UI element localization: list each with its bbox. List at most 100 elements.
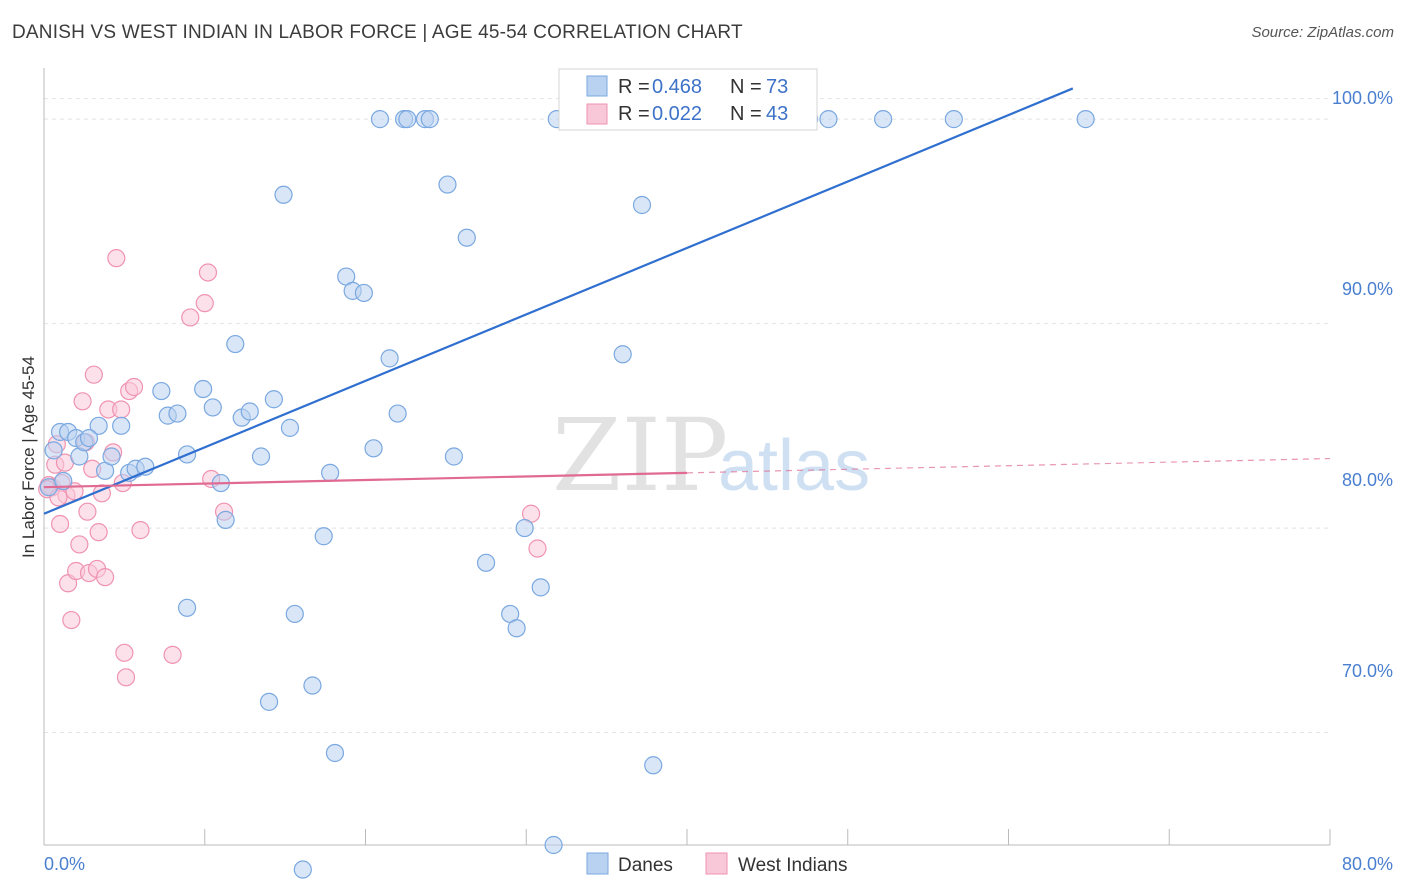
west-indians-point (95, 568, 115, 587)
danes-point (280, 418, 300, 437)
x-tick-label-max: 80.0% (1342, 854, 1393, 874)
west-indians-point (73, 392, 92, 411)
danes-point (44, 441, 63, 460)
west-indians-point (50, 514, 70, 534)
danes-r-label: R = (618, 76, 650, 98)
danes-point (819, 110, 838, 129)
x-tick-label-min: 0.0% (44, 854, 85, 874)
danes-point (944, 110, 963, 129)
west-indians-point (62, 610, 81, 630)
west-indians-point (131, 521, 150, 540)
danes-point (194, 379, 213, 399)
chart-title: DANISH VS WEST INDIAN IN LABOR FORCE | A… (12, 22, 743, 43)
danes-point (1076, 110, 1095, 129)
danes-point (285, 604, 304, 624)
danes-point (531, 578, 550, 597)
danes-point (380, 349, 399, 368)
danes-point (152, 381, 171, 401)
west-indians-point (78, 502, 97, 521)
danes-points (39, 110, 1095, 879)
y-tick-label-80: 80.0% (1342, 470, 1393, 490)
danes-point (515, 518, 534, 538)
watermark-atlas: atlas (718, 426, 870, 506)
danes-point (79, 428, 99, 448)
west-indians-point (115, 643, 134, 662)
west-indians-bottom-swatch (705, 852, 728, 875)
danes-point (354, 283, 373, 303)
danes-point (303, 676, 322, 695)
west-indians-point (89, 523, 108, 542)
danes-point (168, 404, 187, 423)
west-indians-point (84, 365, 103, 384)
danes-point (177, 598, 197, 617)
stats-legend: R = 0.468 N = 73 R = 0.022 N = 43 (558, 68, 818, 131)
danes-point (314, 527, 333, 546)
danes-point (544, 835, 563, 855)
source-label: Source: ZipAtlas.com (1251, 24, 1394, 41)
west-indians-point (112, 400, 131, 419)
west-indians-trend-extension (686, 457, 1331, 474)
west-indians-bottom-label: West Indians (738, 855, 847, 876)
west-indians-point (124, 377, 144, 397)
west-indians-r-label: R = (618, 103, 650, 125)
danes-bottom-label: Danes (618, 855, 673, 876)
west-indians-legend-swatch (586, 103, 608, 125)
west-indians-point (181, 308, 200, 327)
danes-point (216, 510, 235, 529)
danes-point (364, 439, 383, 458)
danes-point (54, 471, 73, 491)
danes-point (274, 185, 293, 204)
y-tick-label-90: 90.0% (1342, 279, 1393, 299)
y-tick-label-70: 70.0% (1342, 661, 1393, 681)
danes-point (370, 110, 390, 129)
danes-point (240, 402, 259, 421)
danes-point (444, 447, 464, 466)
danes-point (457, 228, 476, 247)
danes-point (613, 345, 632, 364)
west-indians-point (528, 539, 547, 558)
danes-point (89, 416, 108, 435)
danes-point (874, 110, 893, 129)
danes-trend-line (43, 87, 1074, 515)
danes-point (226, 334, 245, 354)
west-indians-point (116, 668, 136, 687)
danes-point (632, 195, 652, 215)
danes-n-value: 73 (766, 76, 788, 98)
y-tick-label-100: 100.0% (1332, 88, 1393, 108)
danes-point (420, 110, 439, 129)
x-axis-ticks (43, 829, 1331, 845)
danes-r-value: 0.468 (652, 76, 702, 98)
series-legend: Danes West Indians (586, 852, 847, 876)
danes-point (398, 110, 417, 129)
west-indians-r-value: 0.022 (652, 103, 702, 125)
west-indians-point (107, 249, 126, 268)
danes-n-label: N = (730, 76, 762, 98)
west-indians-point (198, 263, 218, 282)
west-indians-point (70, 535, 89, 554)
west-indians-n-label: N = (730, 103, 762, 125)
danes-point (507, 619, 526, 638)
danes-point (388, 404, 407, 423)
danes-point (203, 398, 222, 417)
danes-point (321, 463, 340, 482)
trend-lines (43, 87, 1331, 515)
west-indians-point (195, 294, 214, 313)
danes-point (251, 447, 271, 466)
danes-point (112, 416, 131, 435)
danes-point (325, 743, 345, 763)
west-indians-points (38, 249, 547, 687)
danes-legend-swatch (586, 75, 608, 97)
y-axis-title: In Labor Force | Age 45-54 (19, 356, 38, 558)
danes-point (259, 692, 279, 711)
danes-point (264, 390, 283, 409)
danes-point (438, 175, 457, 194)
watermark-zip: ZIP (552, 397, 728, 514)
danes-point (293, 860, 312, 879)
west-indians-trend-line (43, 471, 688, 489)
west-indians-point (163, 645, 182, 664)
danes-point (102, 447, 121, 466)
danes-bottom-swatch (586, 852, 609, 875)
danes-point (644, 756, 663, 775)
danes-point (476, 553, 496, 572)
